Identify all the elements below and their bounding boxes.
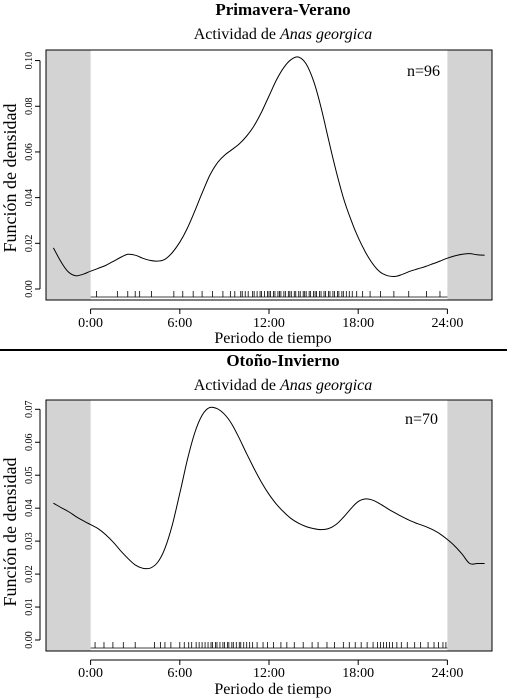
night-shade-1: [447, 400, 492, 651]
y-tick-label: 0.07: [24, 401, 35, 419]
y-tick-label: 0.03: [24, 532, 35, 550]
night-shade-0: [46, 400, 91, 651]
x-tick-label: 6:00: [167, 666, 192, 681]
plot-frame: [45, 49, 493, 301]
sample-size-label: n=70: [405, 411, 438, 428]
subtitle-species: Anas georgica: [279, 26, 372, 43]
y-tick-label: 0.04: [24, 189, 35, 207]
y-tick-label: 0.06: [24, 434, 35, 452]
panel-primavera-verano: Primavera-Verano Actividad de Anas georg…: [0, 0, 493, 347]
x-tick-label: 0:00: [78, 666, 103, 681]
sample-size-label: n=96: [407, 63, 440, 80]
y-tick-label: 0.00: [24, 631, 35, 649]
x-tick-label: 24:00: [431, 316, 463, 331]
night-shade-1: [447, 50, 492, 300]
y-tick-label: 0.10: [24, 52, 35, 70]
density-curve-0: [52, 56, 485, 278]
y-tick-label: 0.02: [24, 235, 35, 253]
x-tick-label: 18:00: [342, 316, 374, 331]
chart-title: Primavera-Verano: [215, 0, 350, 19]
chart-subtitle: Actividad de Anas georgica: [194, 26, 372, 43]
x-tick-label: 12:00: [253, 316, 285, 331]
x-tick-label: 12:00: [253, 666, 285, 681]
y-tick-label: 0.04: [24, 499, 35, 517]
subtitle-prefix: Actividad de: [194, 377, 280, 394]
density-curve-0: [53, 406, 485, 570]
y-tick-label: 0.02: [24, 565, 35, 583]
panel-otono-invierno: Otoño-Invierno Actividad de Anas georgic…: [0, 351, 493, 698]
x-tick-label: 18:00: [342, 666, 374, 681]
plot-frame: [45, 399, 493, 652]
chart-title: Otoño-Invierno: [226, 351, 339, 370]
chart-subtitle: Actividad de Anas georgica: [194, 377, 372, 394]
x-tick-label: 0:00: [78, 316, 103, 331]
y-tick-label: 0.08: [24, 98, 35, 116]
night-shade-0: [46, 50, 91, 300]
x-tick-label: 6:00: [167, 316, 192, 331]
x-axis-label: Periodo de tiempo: [214, 681, 331, 698]
subtitle-species: Anas georgica: [279, 377, 372, 394]
y-tick-label: 0.00: [24, 280, 35, 298]
y-tick-label: 0.05: [24, 466, 35, 484]
y-axis-label: Función de densidad: [0, 458, 20, 607]
x-axis-label: Periodo de tiempo: [214, 330, 331, 347]
x-tick-label: 24:00: [431, 666, 463, 681]
y-tick-label: 0.06: [24, 143, 35, 161]
y-axis-label: Función de densidad: [0, 104, 20, 253]
subtitle-prefix: Actividad de: [194, 26, 280, 43]
y-tick-label: 0.01: [24, 598, 35, 616]
